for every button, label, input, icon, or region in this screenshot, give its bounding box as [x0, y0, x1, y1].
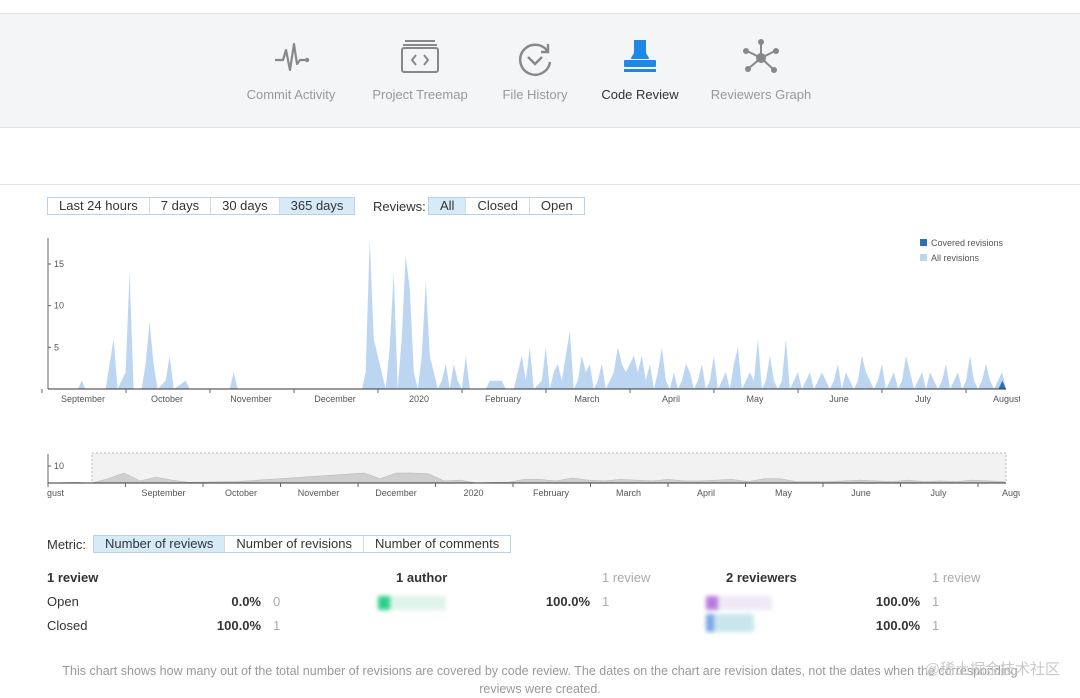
x-tick-label: April [662, 394, 680, 404]
treemap-icon [401, 40, 439, 73]
metric-selector: Number of reviews Number of revisions Nu… [93, 535, 512, 553]
legend-swatch [920, 254, 927, 261]
nav-x-tick-label: September [141, 488, 185, 498]
metric-revisions-button[interactable]: Number of revisions [224, 536, 363, 552]
top-strip [0, 0, 1080, 14]
reviewer-2-count: 1 [932, 618, 940, 633]
reviewer-2-pct: 100.0% [875, 618, 920, 633]
legend-label: All revisions [931, 253, 980, 263]
legend-swatch [920, 239, 927, 246]
x-tick-label: September [61, 394, 105, 404]
y-tick-label: 10 [54, 301, 64, 311]
author-pct: 100.0% [545, 594, 590, 609]
nav-label: Commit Activity [246, 87, 336, 102]
nav-selection-window [91, 452, 1007, 484]
reviews-total: 1 review [47, 570, 99, 585]
reviewer-1-count: 1 [932, 594, 940, 609]
nav-x-tick-label: July [930, 488, 947, 498]
range-navigator[interactable]: 10 gust September October November December 20… [40, 448, 1020, 504]
x-tick-label: November [230, 394, 272, 404]
nav-reviewers-graph[interactable]: Reviewers Graph [708, 14, 814, 128]
nav-label: Code Review [601, 87, 679, 102]
x-tick-label: December [314, 394, 356, 404]
nav-x-tick-label: March [616, 488, 641, 498]
reviews-filter: All Closed Open [428, 197, 585, 215]
chart-explanation: This chart shows how many out of the tot… [62, 664, 1018, 696]
nav-file-history[interactable]: File History [498, 14, 572, 128]
x-tick-label: October [151, 394, 183, 404]
author-avatar-blurred [378, 596, 446, 610]
nav-x-tick-label: October [225, 488, 257, 498]
reviewer-1-pct: 100.0% [875, 594, 920, 609]
report-nav: Commit Activity Project Treemap File His… [0, 14, 1080, 128]
reviewers-total: 2 reviewers [726, 570, 797, 585]
nav-label: File History [502, 87, 568, 102]
period-7d-button[interactable]: 7 days [148, 198, 211, 214]
reviews-closed-button[interactable]: Closed [465, 198, 529, 214]
reviewer-2-avatar-blurred [706, 614, 754, 632]
x-tick-label: March [574, 394, 599, 404]
y-tick-label: 15 [54, 259, 64, 269]
stamp-icon [624, 40, 656, 72]
legend-label: Covered revisions [931, 238, 1004, 248]
period-30d-button[interactable]: 30 days [210, 198, 279, 214]
watermark: @稀土掘金技术社区 [924, 661, 1060, 678]
revisions-chart: 5 10 15 September October November December 202… [41, 238, 1020, 404]
x-tick-label: August [993, 394, 1020, 404]
nav-overview-area [47, 472, 1007, 484]
nav-y-tick-label: 10 [54, 461, 64, 471]
nav-x-tick-label: June [851, 488, 871, 498]
period-365d-button[interactable]: 365 days [278, 198, 355, 214]
authors-review-count: 1 review [602, 570, 651, 585]
x-tick-label: June [829, 394, 849, 404]
closed-count: 1 [273, 618, 281, 633]
open-label: Open [47, 594, 79, 609]
nav-x-tick-label: gust [47, 488, 65, 498]
x-tick-label: May [746, 394, 764, 404]
pulse-icon [275, 42, 310, 72]
nav-x-tick-label: May [775, 488, 793, 498]
graph-icon [743, 39, 779, 73]
nav-x-tick-label: December [375, 488, 417, 498]
nav-x-tick-label: November [298, 488, 340, 498]
reviews-open-button[interactable]: Open [528, 198, 584, 214]
series-covered-revisions [998, 380, 1006, 389]
closed-label: Closed [47, 618, 88, 633]
section-divider [0, 184, 1080, 185]
nav-x-tick-label: February [533, 488, 570, 498]
reviewers-review-count: 1 review [932, 570, 981, 585]
metric-label: Metric: [47, 537, 86, 552]
metric-comments-button[interactable]: Number of comments [362, 536, 511, 552]
reviews-all-button[interactable]: All [429, 198, 466, 214]
nav-code-review[interactable]: Code Review [598, 14, 682, 128]
period-24h-button[interactable]: Last 24 hours [48, 198, 149, 214]
x-tick-label: February [485, 394, 522, 404]
open-pct: 0.0% [231, 594, 261, 609]
nav-label: Reviewers Graph [710, 87, 812, 102]
reviewer-1-avatar-blurred [706, 596, 772, 610]
x-tick-label: July [915, 394, 932, 404]
period-filter: Last 24 hours 7 days 30 days 365 days [47, 197, 356, 215]
y-tick-label: 5 [54, 342, 59, 352]
history-icon [518, 43, 552, 76]
nav-x-tick-label: August [1002, 488, 1020, 498]
nav-label: Project Treemap [372, 87, 468, 102]
open-count: 0 [273, 594, 281, 609]
nav-commit-activity[interactable]: Commit Activity [240, 14, 342, 128]
nav-x-tick-label: 2020 [463, 488, 483, 498]
closed-pct: 100.0% [216, 618, 261, 633]
author-count: 1 [602, 594, 610, 609]
x-tick-label: 2020 [409, 394, 429, 404]
series-all-revisions [78, 239, 1006, 389]
authors-total: 1 author [396, 570, 448, 585]
nav-x-tick-label: April [697, 488, 715, 498]
nav-project-treemap[interactable]: Project Treemap [368, 14, 472, 128]
metric-reviews-button[interactable]: Number of reviews [94, 536, 225, 552]
reviews-filter-label: Reviews: [373, 199, 426, 214]
